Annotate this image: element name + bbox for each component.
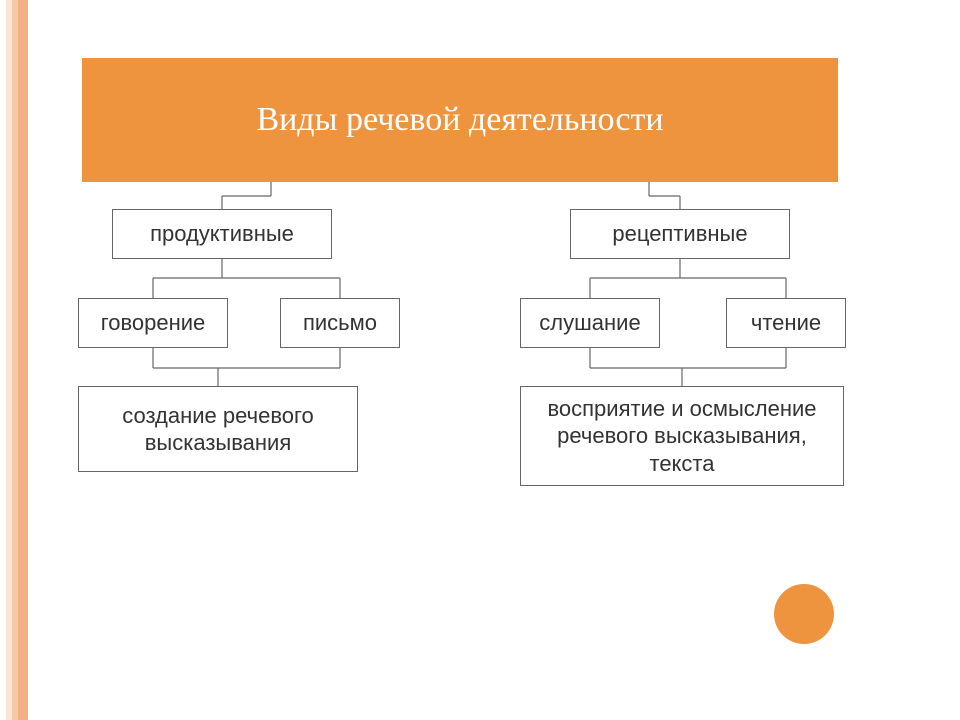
node-label: рецептивные [612, 220, 747, 248]
node-label: восприятие и осмысление речевого высказы… [529, 395, 835, 478]
node-label: чтение [751, 309, 821, 337]
node-reading: чтение [726, 298, 846, 348]
node-label: создание речевого высказывания [87, 402, 349, 457]
node-perception: восприятие и осмысление речевого высказы… [520, 386, 844, 486]
title-text: Виды речевой деятельности [256, 101, 663, 139]
node-writing: письмо [280, 298, 400, 348]
node-productive: продуктивные [112, 209, 332, 259]
node-creation: создание речевого высказывания [78, 386, 358, 472]
side-stripe [18, 0, 28, 720]
title-box: Виды речевой деятельности [82, 58, 838, 182]
node-label: говорение [101, 309, 206, 337]
node-receptive: рецептивные [570, 209, 790, 259]
node-label: письмо [303, 309, 377, 337]
node-speaking: говорение [78, 298, 228, 348]
node-label: продуктивные [150, 220, 294, 248]
diagram-stage: Виды речевой деятельности продуктивные рец… [0, 0, 960, 720]
decoration-circle [774, 584, 834, 644]
node-label: слушание [539, 309, 640, 337]
node-listening: слушание [520, 298, 660, 348]
